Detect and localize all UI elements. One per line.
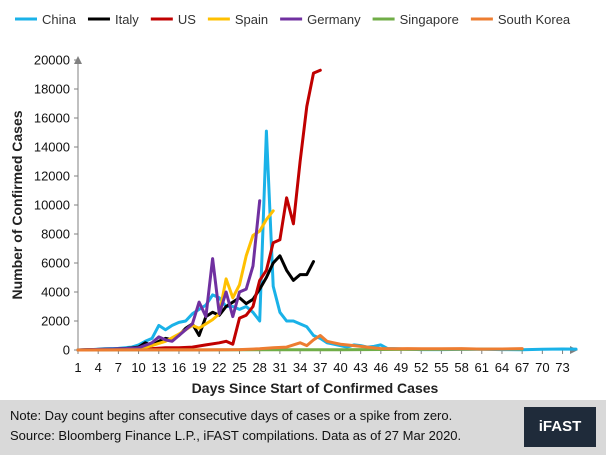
series-line-spain	[137, 209, 275, 351]
x-tick-label-7: 22	[212, 360, 226, 375]
y-tick-label-1: 2000	[41, 314, 70, 329]
chart-svg: China Italy US Spain Germany Singapore South K…	[9, 12, 578, 396]
series-line-south-korea	[76, 334, 524, 352]
y-tick-label-0: 0	[63, 343, 70, 358]
x-tick-label-21: 64	[495, 360, 509, 375]
x-tick-label-20: 61	[475, 360, 489, 375]
x-tick-label-5: 16	[172, 360, 186, 375]
x-axis-title: Days Since Start of Confirmed Cases	[192, 380, 439, 396]
y-tick-label-2: 4000	[41, 285, 70, 300]
x-tick-label-0: 1	[74, 360, 81, 375]
line-chart: China Italy US Spain Germany Singapore South K…	[9, 12, 578, 396]
x-tick-label-11: 34	[293, 360, 307, 375]
x-tick-label-3: 10	[131, 360, 145, 375]
x-tick-label-2: 7	[115, 360, 122, 375]
y-tick-label-9: 18000	[34, 82, 70, 97]
x-tick-label-18: 55	[434, 360, 448, 375]
brand-logo-text: iFAST	[538, 418, 582, 435]
x-tick-label-15: 46	[374, 360, 388, 375]
y-tick-label-8: 16000	[34, 111, 70, 126]
legend-label-0: China	[42, 12, 77, 27]
footer-note-text: Note: Day count begins after consecutive…	[10, 408, 453, 423]
y-tick-label-5: 10000	[34, 198, 70, 213]
y-tick-label-6: 12000	[34, 169, 70, 184]
x-tick-label-1: 4	[95, 360, 102, 375]
series-line-china	[76, 129, 578, 352]
y-axis-title: Number of Confirmed Cases	[9, 110, 25, 299]
footer-panel: Note: Day count begins after consecutive…	[0, 400, 606, 455]
x-tick-label-8: 25	[232, 360, 246, 375]
x-tick-label-14: 43	[353, 360, 367, 375]
series-line-germany	[76, 199, 262, 352]
x-tick-label-9: 28	[252, 360, 266, 375]
x-tick-label-24: 73	[555, 360, 569, 375]
x-tick-label-13: 40	[333, 360, 347, 375]
legend-label-3: Spain	[235, 12, 268, 27]
x-tick-label-6: 19	[192, 360, 206, 375]
x-tick-label-12: 37	[313, 360, 327, 375]
y-tick-label-3: 6000	[41, 256, 70, 271]
legend-label-4: Germany	[307, 12, 361, 27]
y-tick-label-4: 8000	[41, 227, 70, 242]
footer-source-text: Source: Bloomberg Finance L.P., iFAST co…	[10, 428, 462, 443]
y-tick-label-7: 14000	[34, 140, 70, 155]
x-tick-label-22: 67	[515, 360, 529, 375]
x-tick-label-19: 58	[454, 360, 468, 375]
legend-label-1: Italy	[115, 12, 139, 27]
y-tick-label-10: 20000	[34, 53, 70, 68]
legend-label-5: Singapore	[400, 12, 459, 27]
x-tick-label-16: 49	[394, 360, 408, 375]
legend-label-6: South Korea	[498, 12, 571, 27]
x-tick-label-17: 52	[414, 360, 428, 375]
x-tick-label-10: 31	[273, 360, 287, 375]
footer-notes: Note: Day count begins after consecutive…	[10, 406, 461, 446]
x-tick-label-4: 13	[152, 360, 166, 375]
legend-label-2: US	[178, 12, 196, 27]
x-tick-label-23: 70	[535, 360, 549, 375]
brand-logo: iFAST	[524, 407, 596, 447]
